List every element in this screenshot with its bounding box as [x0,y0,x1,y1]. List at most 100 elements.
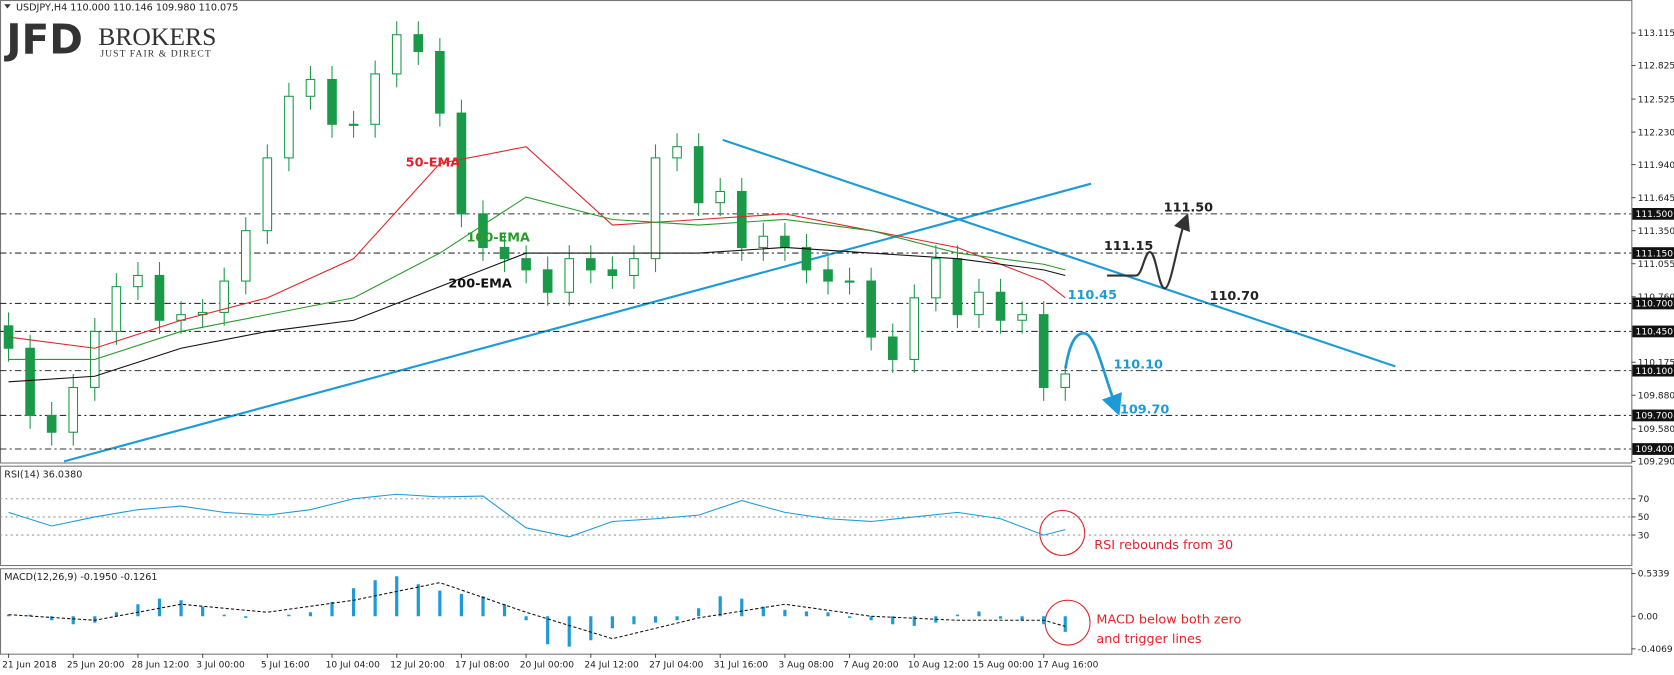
ema-line [8,196,1066,360]
rsi-header: RSI(14) 36.0380 [4,469,82,480]
y-tick-label: 0.00 [1638,612,1658,622]
macd-bar [718,596,722,617]
macd-bar [373,580,377,617]
candle-body [68,386,79,433]
macd-bar [28,614,32,617]
macd-note: MACD below both zero [1096,613,1241,628]
candle-body [866,280,876,338]
macd-bar [50,616,54,621]
candle-body [1038,314,1049,388]
y-tick-label: 112.525 [1638,95,1674,105]
y-tick-label: 70 [1638,495,1650,505]
ema-line [8,246,1066,383]
candle-body [650,157,661,260]
candle-body [801,246,812,271]
macd-bar [912,616,916,626]
level-box [1632,325,1674,338]
x-tick-label: 7 Aug 20:00 [843,661,899,671]
candle-body [154,274,165,321]
macd-bar [395,576,399,617]
candle-body [693,146,704,204]
candle-body [240,230,251,282]
annotation: 110.45 [1068,288,1117,303]
logo-tagline: JUST FAIR & DIRECT [100,49,211,60]
macd-bar [675,616,679,621]
signal-line [8,582,1066,640]
candle-body [952,258,963,316]
candle-body [478,213,488,249]
candle-body [931,258,941,299]
y-tick-label: 109.880 [1638,391,1674,401]
falling-trend-line [722,138,1396,368]
candle-body [736,190,747,249]
level-label: 109.400 [1636,445,1674,455]
candle-body [887,336,898,360]
y-tick-label: 109.290 [1638,458,1674,468]
price-header: USDJPY,H4 110.000 110.146 109.980 110.07… [16,3,238,14]
annotation: 109.70 [1120,402,1169,417]
macd-bar [847,616,852,618]
macd-header: MACD(12,26,9) -0.1950 -0.1261 [4,572,157,583]
logo-suffix: BROKERS [98,22,216,51]
x-tick-label: 27 Jul 04:00 [649,661,704,671]
y-tick-label: 111.940 [1638,161,1674,171]
macd-bar [416,584,420,617]
macd-bar [740,598,744,617]
macd-bar [6,614,11,617]
macd-bar [697,608,701,617]
macd-bar [287,614,291,617]
macd-bar [481,596,485,617]
y-tick-label: 110.175 [1638,358,1674,368]
rsi-frame [0,465,1633,567]
macd-bar [114,612,118,617]
macd-bar [502,604,507,617]
ema-line [8,146,1066,349]
level-label: 111.500 [1636,210,1674,220]
macd-bar [1020,616,1024,621]
level-label: 110.100 [1636,367,1674,377]
rsi-note: RSI rebounds from 30 [1094,538,1233,553]
y-tick-label: 112.825 [1638,62,1674,72]
candle-body [564,258,575,293]
highlight-circle [1039,509,1086,556]
annotation: 111.50 [1164,200,1213,215]
y-tick-label: -0.4069 [1638,645,1673,655]
macd-bar [891,616,895,625]
macd-bar [459,593,464,617]
candle-body [305,78,316,97]
macd-bar [222,614,226,617]
macd-bar [351,588,356,617]
x-tick-label: 17 Jul 08:00 [455,661,510,671]
candle-body [1017,314,1027,321]
candle-body [327,78,337,125]
candle-body [391,34,402,75]
annotation: 111.15 [1104,239,1153,254]
y-tick-label: 111.055 [1638,260,1674,270]
x-tick-label: 24 Jul 12:00 [584,661,639,671]
candle-body [909,297,920,360]
level-box [1632,409,1674,422]
macd-bar [826,612,830,617]
y-tick-label: 111.350 [1638,227,1674,237]
candle-body [823,269,833,282]
macd-bar [610,616,614,629]
candle-body [672,146,682,159]
candle-body [456,112,467,215]
candle-body [348,123,359,126]
candle-body [111,286,122,332]
level-box [1632,247,1674,259]
candle-body [25,347,35,416]
annotation: 110.70 [1210,289,1259,304]
candle-body [435,50,445,114]
y-tick-label: 112.230 [1638,128,1674,138]
candle-body [262,157,273,232]
candle-body [219,280,230,313]
rsi-line [8,493,1066,538]
macd-bar [783,609,787,617]
candle-body [46,414,57,433]
y-tick-label: 30 [1638,531,1650,541]
macd-bar [567,616,571,647]
frames [0,0,1633,655]
